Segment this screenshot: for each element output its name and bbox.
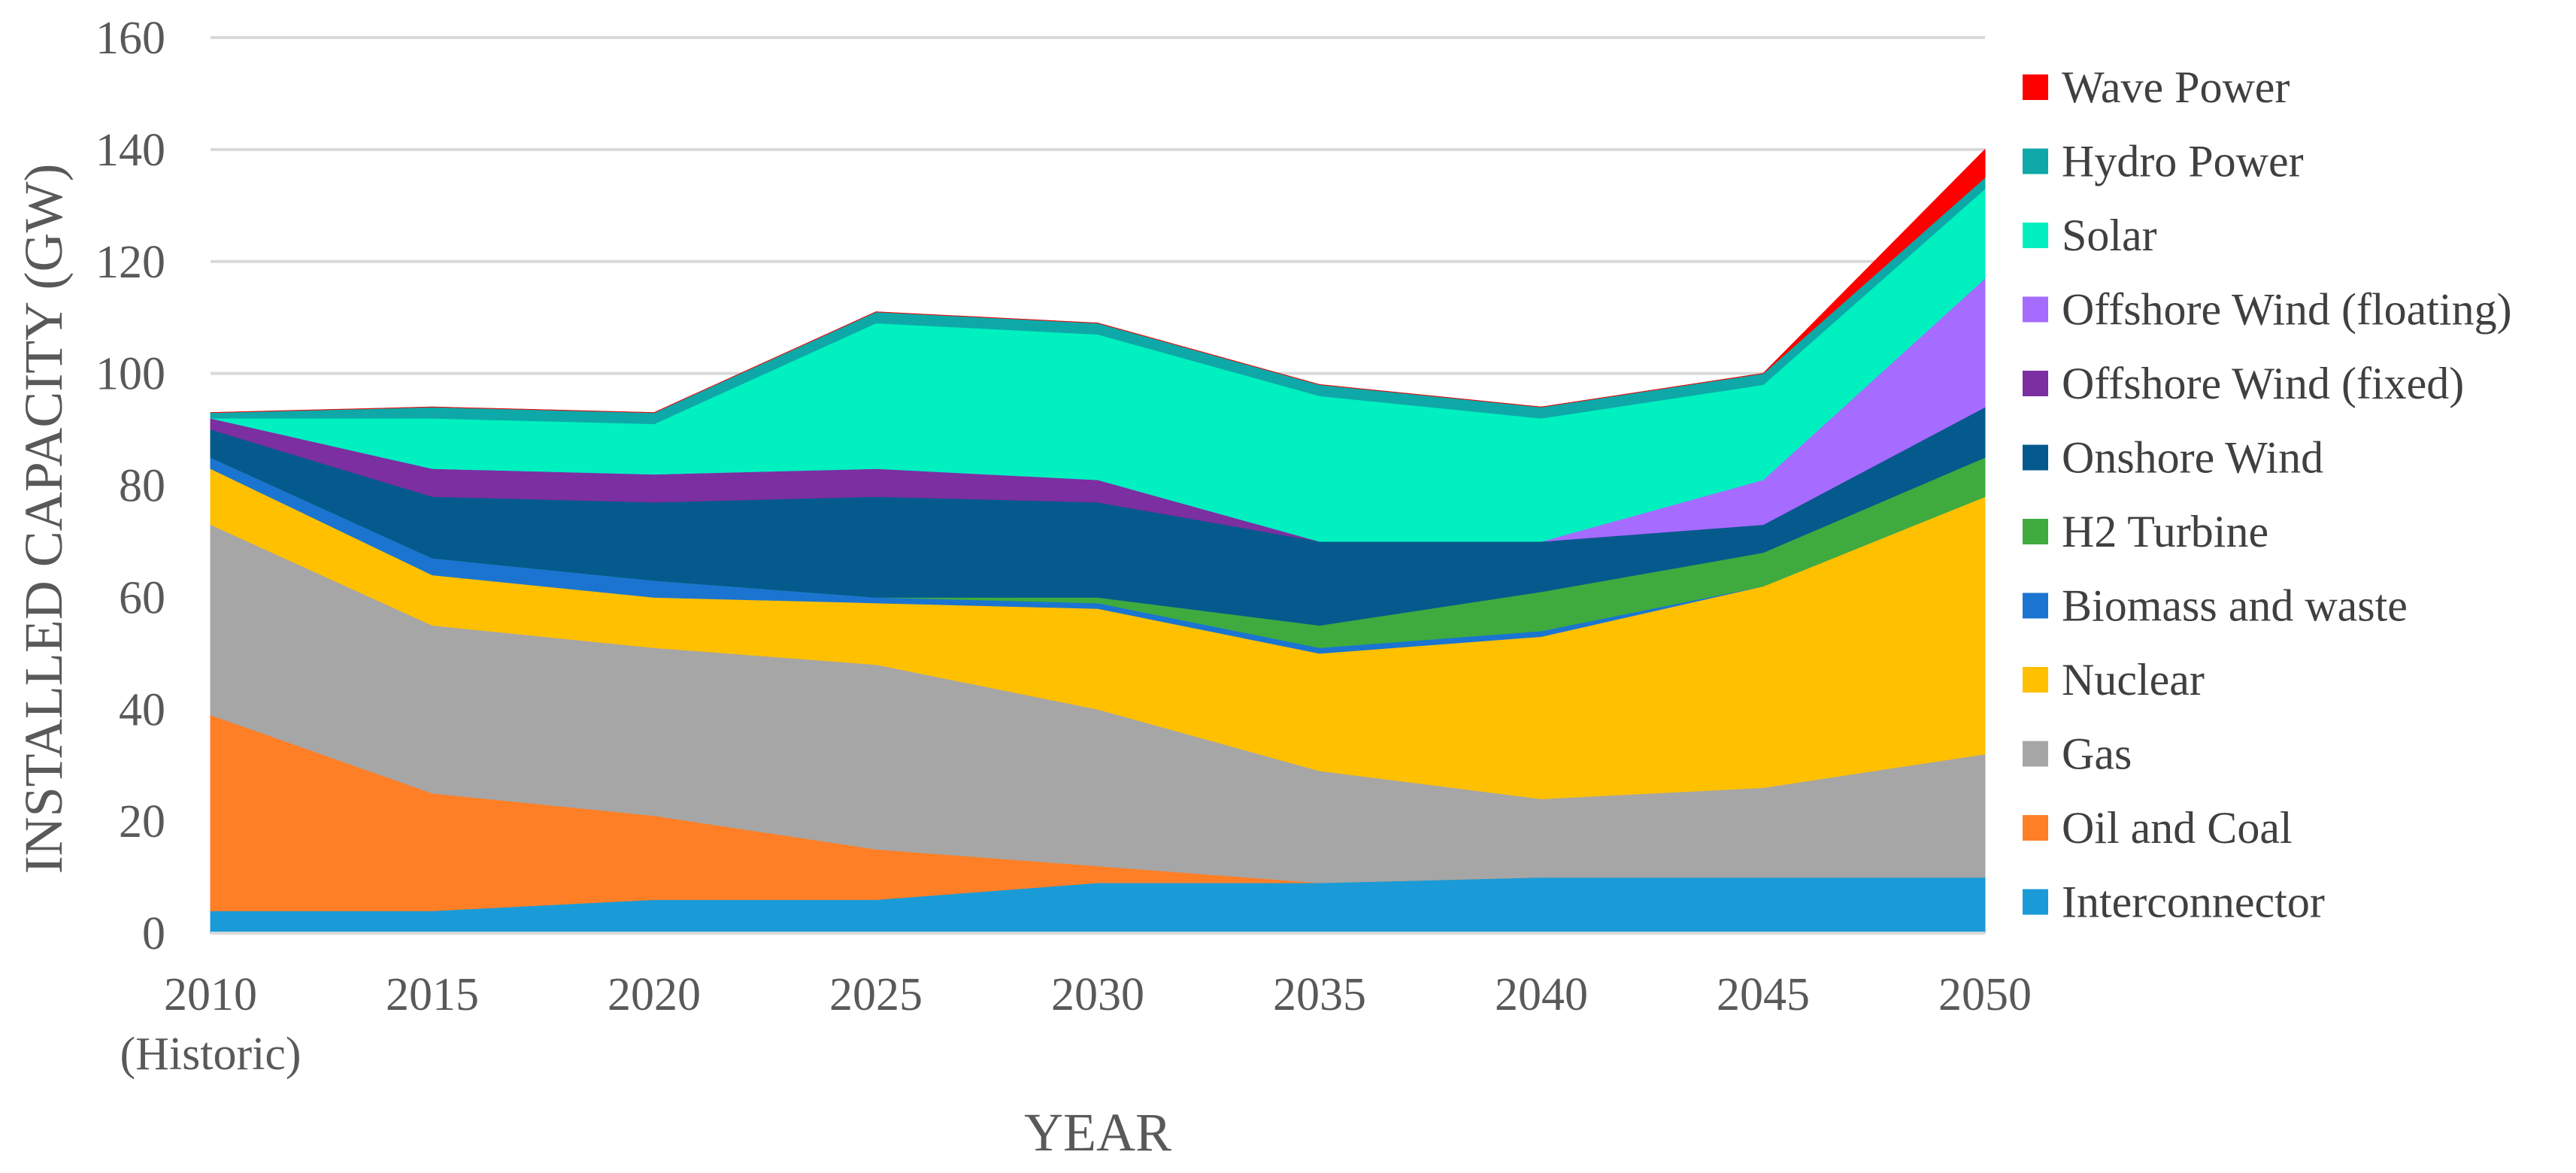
- x-tick-label: 2010: [164, 969, 257, 1020]
- legend-label: Offshore Wind (floating): [2062, 285, 2512, 335]
- legend-label: H2 Turbine: [2062, 507, 2268, 556]
- legend-label: Gas: [2062, 729, 2132, 779]
- y-tick-label: 60: [119, 572, 165, 623]
- legend-swatch: [2023, 296, 2048, 323]
- legend-label: Wave Power: [2062, 62, 2290, 112]
- y-tick-label: 120: [95, 237, 165, 288]
- y-tick-label: 160: [95, 13, 165, 64]
- legend-label: Nuclear: [2062, 655, 2205, 705]
- legend-swatch: [2023, 815, 2048, 841]
- legend-label: Hydro Power: [2062, 137, 2304, 186]
- legend-swatch: [2023, 667, 2048, 693]
- x-tick-label: 2020: [608, 969, 701, 1020]
- x-tick-sublabel: (Historic): [120, 1029, 301, 1080]
- legend-label: Onshore Wind: [2062, 433, 2323, 483]
- legend-swatch: [2023, 741, 2048, 767]
- legend-swatch: [2023, 223, 2048, 248]
- legend-label: Interconnector: [2062, 877, 2325, 927]
- legend-label: Offshore Wind (fixed): [2062, 359, 2464, 408]
- y-tick-label: 140: [95, 125, 165, 176]
- y-tick-label: 20: [119, 796, 165, 847]
- x-tick-label: 2040: [1495, 969, 1588, 1020]
- legend-swatch: [2023, 371, 2048, 396]
- y-tick-label: 40: [119, 684, 165, 735]
- x-tick-label: 2050: [1938, 969, 2032, 1020]
- legend-swatch: [2023, 889, 2048, 915]
- y-tick-label: 80: [119, 461, 165, 512]
- y-axis-title: INSTALLED CAPACITY (GW): [14, 164, 74, 874]
- legend-swatch: [2023, 74, 2048, 100]
- x-tick-label: 2025: [829, 969, 923, 1020]
- area-series: [210, 148, 1986, 934]
- area-wave-power: [210, 148, 1986, 414]
- legend-swatch: [2023, 444, 2048, 471]
- y-tick-label: 0: [142, 908, 165, 959]
- y-tick-label: 100: [95, 349, 165, 400]
- x-tick-label: 2030: [1051, 969, 1144, 1020]
- legend-swatch: [2023, 148, 2048, 174]
- legend-swatch: [2023, 519, 2048, 544]
- x-tick-label: 2045: [1717, 969, 1810, 1020]
- legend-label: Solar: [2062, 211, 2157, 260]
- legend-swatch: [2023, 593, 2048, 619]
- y-axis-ticks: 0 20 40 60 80 100 120 140 160: [95, 13, 165, 959]
- legend: Wave Power Hydro Power Solar Offshore Wind …: [2023, 62, 2512, 927]
- x-tick-label: 2015: [386, 969, 479, 1020]
- legend-label: Oil and Coal: [2062, 803, 2293, 853]
- x-axis-title: YEAR: [1024, 1102, 1171, 1162]
- x-axis-ticks: 2010 2015 2020 2025 2030 2035 2040 2045 2050: [164, 969, 2032, 1020]
- legend-label: Biomass and waste: [2062, 581, 2408, 631]
- x-tick-label: 2035: [1273, 969, 1366, 1020]
